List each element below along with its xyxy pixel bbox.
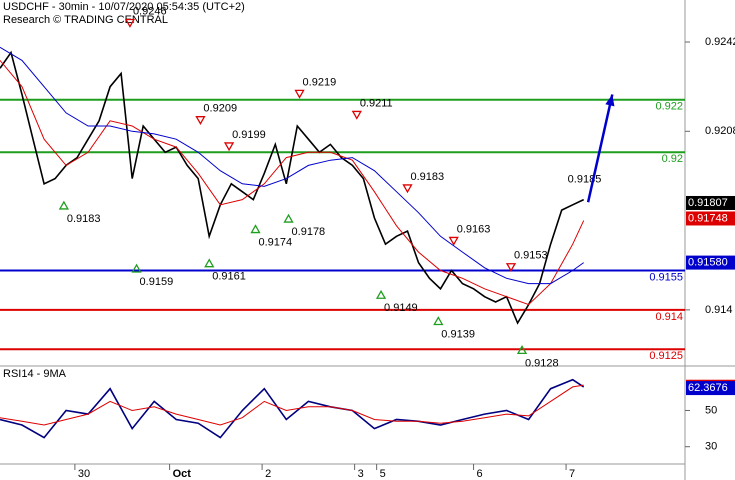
low-marker xyxy=(283,213,294,223)
series-line xyxy=(0,384,584,426)
y-tick-label: 0.914 xyxy=(705,304,733,316)
high-marker xyxy=(124,18,136,28)
high-marker xyxy=(195,116,206,125)
rsi-title: RSI14 - 9MA xyxy=(3,368,67,380)
low-marker xyxy=(375,289,387,299)
series-line xyxy=(0,50,585,325)
high-label: 0.9163 xyxy=(457,223,491,235)
low-label: 0.9183 xyxy=(67,213,101,225)
high-marker xyxy=(505,263,517,273)
last-value-box xyxy=(686,255,735,270)
low-marker xyxy=(433,316,444,326)
low-label: 0.9128 xyxy=(525,357,559,369)
level-label: 0.922 xyxy=(655,101,683,113)
high-marker xyxy=(448,236,459,246)
chart-title: USDCHF - 30min - 10/07/2020 05:54:35 (UT… xyxy=(3,1,245,13)
high-label: 0.9209 xyxy=(203,103,237,115)
x-tick-label: 5 xyxy=(380,468,386,480)
last-value-box xyxy=(686,381,735,396)
projection-arrow xyxy=(586,94,614,203)
high-label: 0.9183 xyxy=(410,171,444,183)
high-label: 0.9153 xyxy=(514,250,548,262)
last-value-box xyxy=(686,195,735,210)
series-line xyxy=(0,46,584,285)
low-label: 0.9159 xyxy=(140,276,174,288)
high-label: 0.9211 xyxy=(360,97,393,109)
high-marker xyxy=(351,110,362,120)
low-label: 0.9139 xyxy=(441,328,475,340)
arrow-head xyxy=(605,94,615,107)
low-marker xyxy=(250,224,261,234)
level-label: 0.9125 xyxy=(649,350,683,362)
level-label: 0.92 xyxy=(662,153,683,165)
low-label: 0.9178 xyxy=(292,226,326,238)
target-label: 0.9185 xyxy=(568,174,602,186)
y-tick-label: 0.9208 xyxy=(705,125,735,137)
last-value-box xyxy=(686,211,735,226)
last-value-label: 0.91807 xyxy=(688,197,728,209)
x-tick-label: Oct xyxy=(173,468,192,480)
y-tick-label: 0.9242 xyxy=(705,36,735,48)
x-tick-label: 30 xyxy=(78,468,90,480)
high-label: 0.9199 xyxy=(232,129,266,141)
level-label: 0.914 xyxy=(655,311,683,323)
last-value-label: 0.91748 xyxy=(688,212,728,224)
series-line xyxy=(0,378,585,439)
y-tick-label: 30 xyxy=(705,441,717,453)
level-label: 0.9155 xyxy=(649,271,683,283)
high-marker xyxy=(294,89,305,99)
x-tick-label: 6 xyxy=(477,468,483,480)
high-label: 0.9219 xyxy=(303,76,337,88)
low-marker xyxy=(131,263,142,273)
x-tick-label: 7 xyxy=(569,468,575,480)
low-label: 0.9161 xyxy=(212,271,246,283)
series-line xyxy=(0,60,585,306)
high-marker xyxy=(223,142,235,152)
x-tick-label: 2 xyxy=(265,468,271,480)
low-marker xyxy=(58,200,69,210)
y-tick-label: 50 xyxy=(705,404,717,416)
x-tick-label: 3 xyxy=(358,468,364,480)
last-value-label: 62.3676 xyxy=(688,382,728,394)
high-label: 0.9246 xyxy=(133,5,167,17)
high-marker xyxy=(402,184,413,194)
low-label: 0.9174 xyxy=(258,236,292,248)
low-marker xyxy=(204,258,215,268)
last-value-label: 0.91580 xyxy=(688,256,728,268)
low-marker xyxy=(516,345,528,355)
chart-subtitle: Research © TRADING CENTRAL xyxy=(3,14,168,26)
low-label: 0.9149 xyxy=(384,302,418,314)
